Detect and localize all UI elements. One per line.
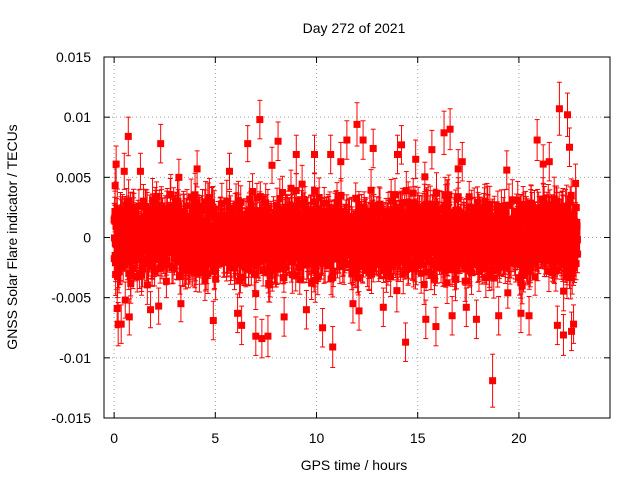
point-marker [126,252,134,260]
point-marker [163,256,171,264]
point-marker [135,202,143,210]
point-marker [151,256,159,264]
point-marker [152,206,160,214]
point-marker [153,211,161,219]
point-marker [212,275,220,283]
point-marker [139,265,147,273]
point-marker [153,193,161,201]
point-marker [127,279,135,287]
point-marker [162,277,170,285]
point-marker [115,268,123,276]
point-marker [157,204,165,212]
point-marker [143,208,151,216]
point-marker [125,197,133,205]
point-marker [131,246,139,254]
point-marker [167,191,175,199]
point-marker [252,290,260,298]
point-marker [118,206,126,214]
point-marker [113,273,121,281]
point-marker [147,237,155,245]
point-marker [163,210,171,218]
chart-title: Day 272 of 2021 [303,20,406,36]
point-marker [139,197,147,205]
data-points [110,81,582,408]
point-marker [117,258,125,266]
point-marker [150,246,158,254]
point-marker [249,188,257,196]
